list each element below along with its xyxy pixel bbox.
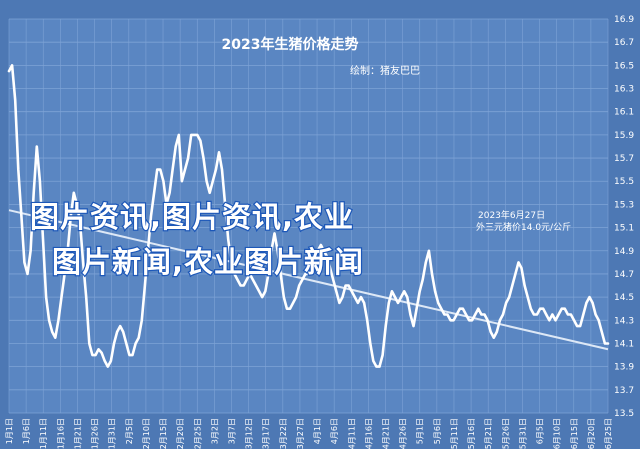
x-tick-label: 5月26日 xyxy=(501,418,510,449)
price-series-line xyxy=(7,64,610,368)
trend-line xyxy=(8,209,609,351)
x-tick-label: 2月15日 xyxy=(159,418,168,449)
x-tick-label: 2月25日 xyxy=(193,418,202,449)
plot-area xyxy=(9,19,608,413)
x-tick-label: 4月21日 xyxy=(382,418,391,449)
x-tick-label: 3月7日 xyxy=(227,418,236,444)
x-tick-label: 5月21日 xyxy=(484,418,493,449)
x-tick-label: 1月11日 xyxy=(39,418,48,449)
y-tick-label: 16.7 xyxy=(614,38,634,48)
x-tick-label: 4月16日 xyxy=(364,418,373,449)
y-tick-label: 16.3 xyxy=(614,85,634,95)
y-axis-ticks: 13.5 13.7 13.9 14.1 14.3 14.5 14.7 14.9 15.1 15.3… xyxy=(614,15,634,419)
x-tick-label: 3月27日 xyxy=(296,418,305,449)
x-tick-label: 6月25日 xyxy=(604,418,613,449)
y-tick-label: 15.5 xyxy=(614,177,634,187)
x-tick-label: 5月6日 xyxy=(433,418,442,444)
x-tick-label: 4月26日 xyxy=(399,418,408,449)
x-tick-label: 1月6日 xyxy=(22,418,31,444)
x-tick-label: 5月16日 xyxy=(467,418,476,449)
y-tick-label: 14.9 xyxy=(614,247,634,257)
y-tick-label: 14.1 xyxy=(614,339,634,349)
x-tick-label: 3月22日 xyxy=(279,418,288,449)
x-tick-label: 3月2日 xyxy=(210,418,219,444)
watermark-line-2: 图片新闻,农业图片新闻 xyxy=(52,245,364,279)
y-tick-label: 14.7 xyxy=(614,270,634,280)
x-tick-label: 1月1日 xyxy=(5,418,14,444)
price-annotation-date: 2023年6月27日 xyxy=(478,209,545,221)
x-tick-label: 3月17日 xyxy=(262,418,271,449)
chart-subtitle: 绘制：猪友巴巴 xyxy=(350,64,420,77)
x-tick-label: 5月11日 xyxy=(450,418,459,449)
series-layer xyxy=(7,64,610,368)
x-tick-label: 1月16日 xyxy=(56,418,65,449)
x-tick-label: 2月10日 xyxy=(142,418,151,449)
x-axis-ticks: 1月1日 1月6日 1月11日 1月16日 1月21日 1月26日 1月31日 2月5日 2月1… xyxy=(5,418,613,449)
x-tick-label: 4月11日 xyxy=(347,418,356,449)
x-tick-label: 1月21日 xyxy=(73,418,82,449)
watermark-line-1: 图片资讯,图片资讯,农业 xyxy=(30,200,354,234)
x-tick-label: 6月5日 xyxy=(536,418,545,444)
x-tick-label: 2月20日 xyxy=(176,418,185,449)
y-tick-label: 15.3 xyxy=(614,200,634,210)
x-tick-label: 1月31日 xyxy=(108,418,117,449)
x-tick-label: 6月15日 xyxy=(570,418,579,449)
chart-title: 2023年生猪价格走势 xyxy=(222,36,359,53)
x-tick-label: 6月20日 xyxy=(587,418,596,449)
y-tick-label: 15.9 xyxy=(614,131,634,141)
x-tick-label: 2月5日 xyxy=(125,418,134,444)
y-tick-label: 16.5 xyxy=(614,61,634,71)
price-annotation-value: 外三元猪价14.0元/公斤 xyxy=(476,221,571,233)
y-tick-label: 16.9 xyxy=(614,15,634,25)
x-tick-label: 6月10日 xyxy=(553,418,562,449)
y-tick-label: 13.7 xyxy=(614,386,634,396)
x-tick-label: 1月26日 xyxy=(91,418,100,449)
y-tick-label: 14.3 xyxy=(614,316,634,326)
x-tick-label: 5月1日 xyxy=(416,418,425,444)
y-tick-label: 13.9 xyxy=(614,363,634,373)
x-tick-label: 4月1日 xyxy=(313,418,322,444)
y-tick-label: 14.5 xyxy=(614,293,634,303)
x-tick-label: 5月31日 xyxy=(518,418,527,449)
y-tick-label: 15.7 xyxy=(614,154,634,164)
x-tick-label: 4月6日 xyxy=(330,418,339,444)
x-tick-label: 3月12日 xyxy=(245,418,254,449)
y-tick-label: 13.5 xyxy=(614,409,634,419)
y-tick-label: 16.1 xyxy=(614,108,634,118)
y-tick-label: 15.1 xyxy=(614,224,634,234)
